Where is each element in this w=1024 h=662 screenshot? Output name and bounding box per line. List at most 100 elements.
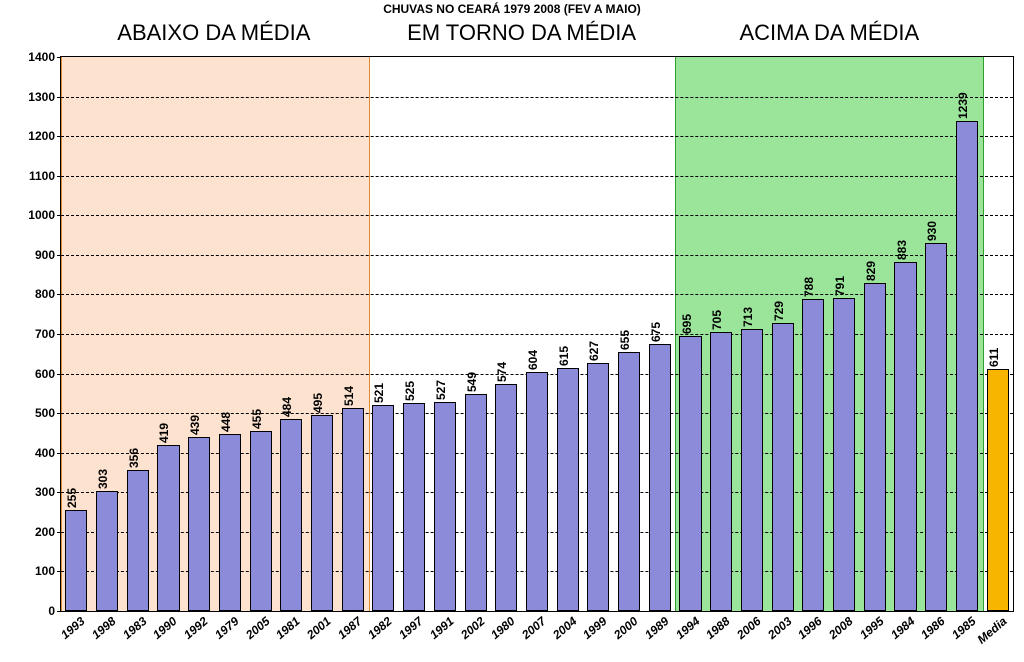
x-tick-label: 1992 [179, 611, 211, 642]
x-tick-label: 1984 [885, 611, 917, 642]
bar-value-label: 883 [895, 240, 909, 260]
bar [372, 405, 394, 611]
bar-slot: 4841981 [276, 57, 307, 611]
bar-slot: 6152004 [552, 57, 583, 611]
bar [987, 369, 1009, 611]
x-tick-label: 1989 [639, 611, 671, 642]
x-tick-label: 2004 [547, 611, 579, 642]
bar-value-label: 419 [157, 423, 171, 443]
bar-slot: 4481979 [215, 57, 246, 611]
bar [188, 437, 210, 611]
x-tick-label: 2005 [240, 611, 272, 642]
x-tick-label: 1994 [670, 611, 702, 642]
bar-slot: 7881996 [798, 57, 829, 611]
bar-value-label: 695 [680, 314, 694, 334]
bar-slot: 5492002 [460, 57, 491, 611]
bar-value-label: 255 [65, 488, 79, 508]
bar [557, 368, 579, 611]
bar-slot: 4952001 [307, 57, 338, 611]
bar-value-label: 455 [250, 409, 264, 429]
x-tick-label: 2008 [824, 611, 856, 642]
bar-value-label: 448 [219, 412, 233, 432]
bar [802, 299, 824, 611]
y-tick-mark [57, 611, 61, 612]
bar-value-label: 655 [618, 330, 632, 350]
category-header-below: ABAIXO DA MÉDIA [60, 20, 368, 50]
bar-slot: 4552005 [245, 57, 276, 611]
bar [465, 394, 487, 611]
bar [833, 298, 855, 611]
bar-slot: 3561983 [122, 57, 153, 611]
bar-slot: 12391985 [952, 57, 983, 611]
bar [157, 445, 179, 611]
bar [65, 510, 87, 611]
bar [403, 403, 425, 611]
bar [495, 384, 517, 611]
bar-value-label: 930 [925, 221, 939, 241]
chart-title: CHUVAS NO CEARÁ 1979 2008 (FEV A MAIO) [0, 2, 1024, 16]
bar-value-label: 705 [710, 310, 724, 330]
bar-slot: 6951994 [675, 57, 706, 611]
bar-slot: 9301986 [921, 57, 952, 611]
bar-value-label: 729 [772, 301, 786, 321]
bar-slot: 5211982 [368, 57, 399, 611]
bar [956, 121, 978, 611]
bar [710, 332, 732, 611]
bar [925, 243, 947, 611]
chart-container: CHUVAS NO CEARÁ 1979 2008 (FEV A MAIO) A… [0, 0, 1024, 662]
bar [434, 402, 456, 611]
bar [342, 408, 364, 611]
bar [864, 283, 886, 611]
bar-slot: 5741980 [491, 57, 522, 611]
bar-slot: 5141987 [337, 57, 368, 611]
bar [618, 352, 640, 611]
bar-slot: 4391992 [184, 57, 215, 611]
bar [280, 419, 302, 611]
bar-slot: 5251997 [399, 57, 430, 611]
bar-slot: 5271991 [430, 57, 461, 611]
x-tick-label: 2007 [517, 611, 549, 642]
x-tick-label: 2002 [455, 611, 487, 642]
x-tick-label: 1999 [578, 611, 610, 642]
bar-value-label: 788 [802, 277, 816, 297]
bar-slot: 6751989 [644, 57, 675, 611]
category-header-row: ABAIXO DA MÉDIA EM TORNO DA MÉDIA ACIMA … [60, 20, 1014, 50]
x-tick-label: 1988 [701, 611, 733, 642]
bar-value-label: 525 [403, 381, 417, 401]
bar-slot: 8291995 [859, 57, 890, 611]
category-header-above: ACIMA DA MÉDIA [675, 20, 983, 50]
x-tick-label: 1980 [486, 611, 518, 642]
bar-slot: 7132006 [737, 57, 768, 611]
bar-value-label: 615 [557, 346, 571, 366]
bar [96, 491, 118, 611]
bar-value-label: 675 [649, 322, 663, 342]
bar [250, 431, 272, 611]
x-tick-label: 1996 [793, 611, 825, 642]
bar-value-label: 527 [434, 380, 448, 400]
x-tick-label: 2003 [762, 611, 794, 642]
bar-value-label: 627 [587, 341, 601, 361]
x-tick-label: Media [972, 611, 1010, 647]
x-tick-label: 1979 [209, 611, 241, 642]
bar [894, 262, 916, 611]
bar [526, 372, 548, 611]
bar-value-label: 356 [127, 448, 141, 468]
bars-layer: 2551993303199835619834191990439199244819… [61, 57, 1013, 611]
bar-value-label: 303 [96, 469, 110, 489]
bar-slot: 2551993 [61, 57, 92, 611]
bar-value-label: 549 [465, 372, 479, 392]
bar-slot: 7292003 [767, 57, 798, 611]
plot-area: 0100200300400500600700800900100011001200… [60, 56, 1014, 612]
bar-value-label: 574 [495, 362, 509, 382]
x-tick-label: 1998 [87, 611, 119, 642]
bar [311, 415, 333, 611]
bar-value-label: 829 [864, 261, 878, 281]
bar-slot: 6552000 [614, 57, 645, 611]
x-tick-label: 1981 [271, 611, 303, 642]
bar-slot: 8831984 [890, 57, 921, 611]
x-tick-label: 2000 [609, 611, 641, 642]
x-tick-label: 1990 [148, 611, 180, 642]
bar-slot: 7051988 [706, 57, 737, 611]
bar-value-label: 514 [342, 386, 356, 406]
bar-value-label: 495 [311, 393, 325, 413]
